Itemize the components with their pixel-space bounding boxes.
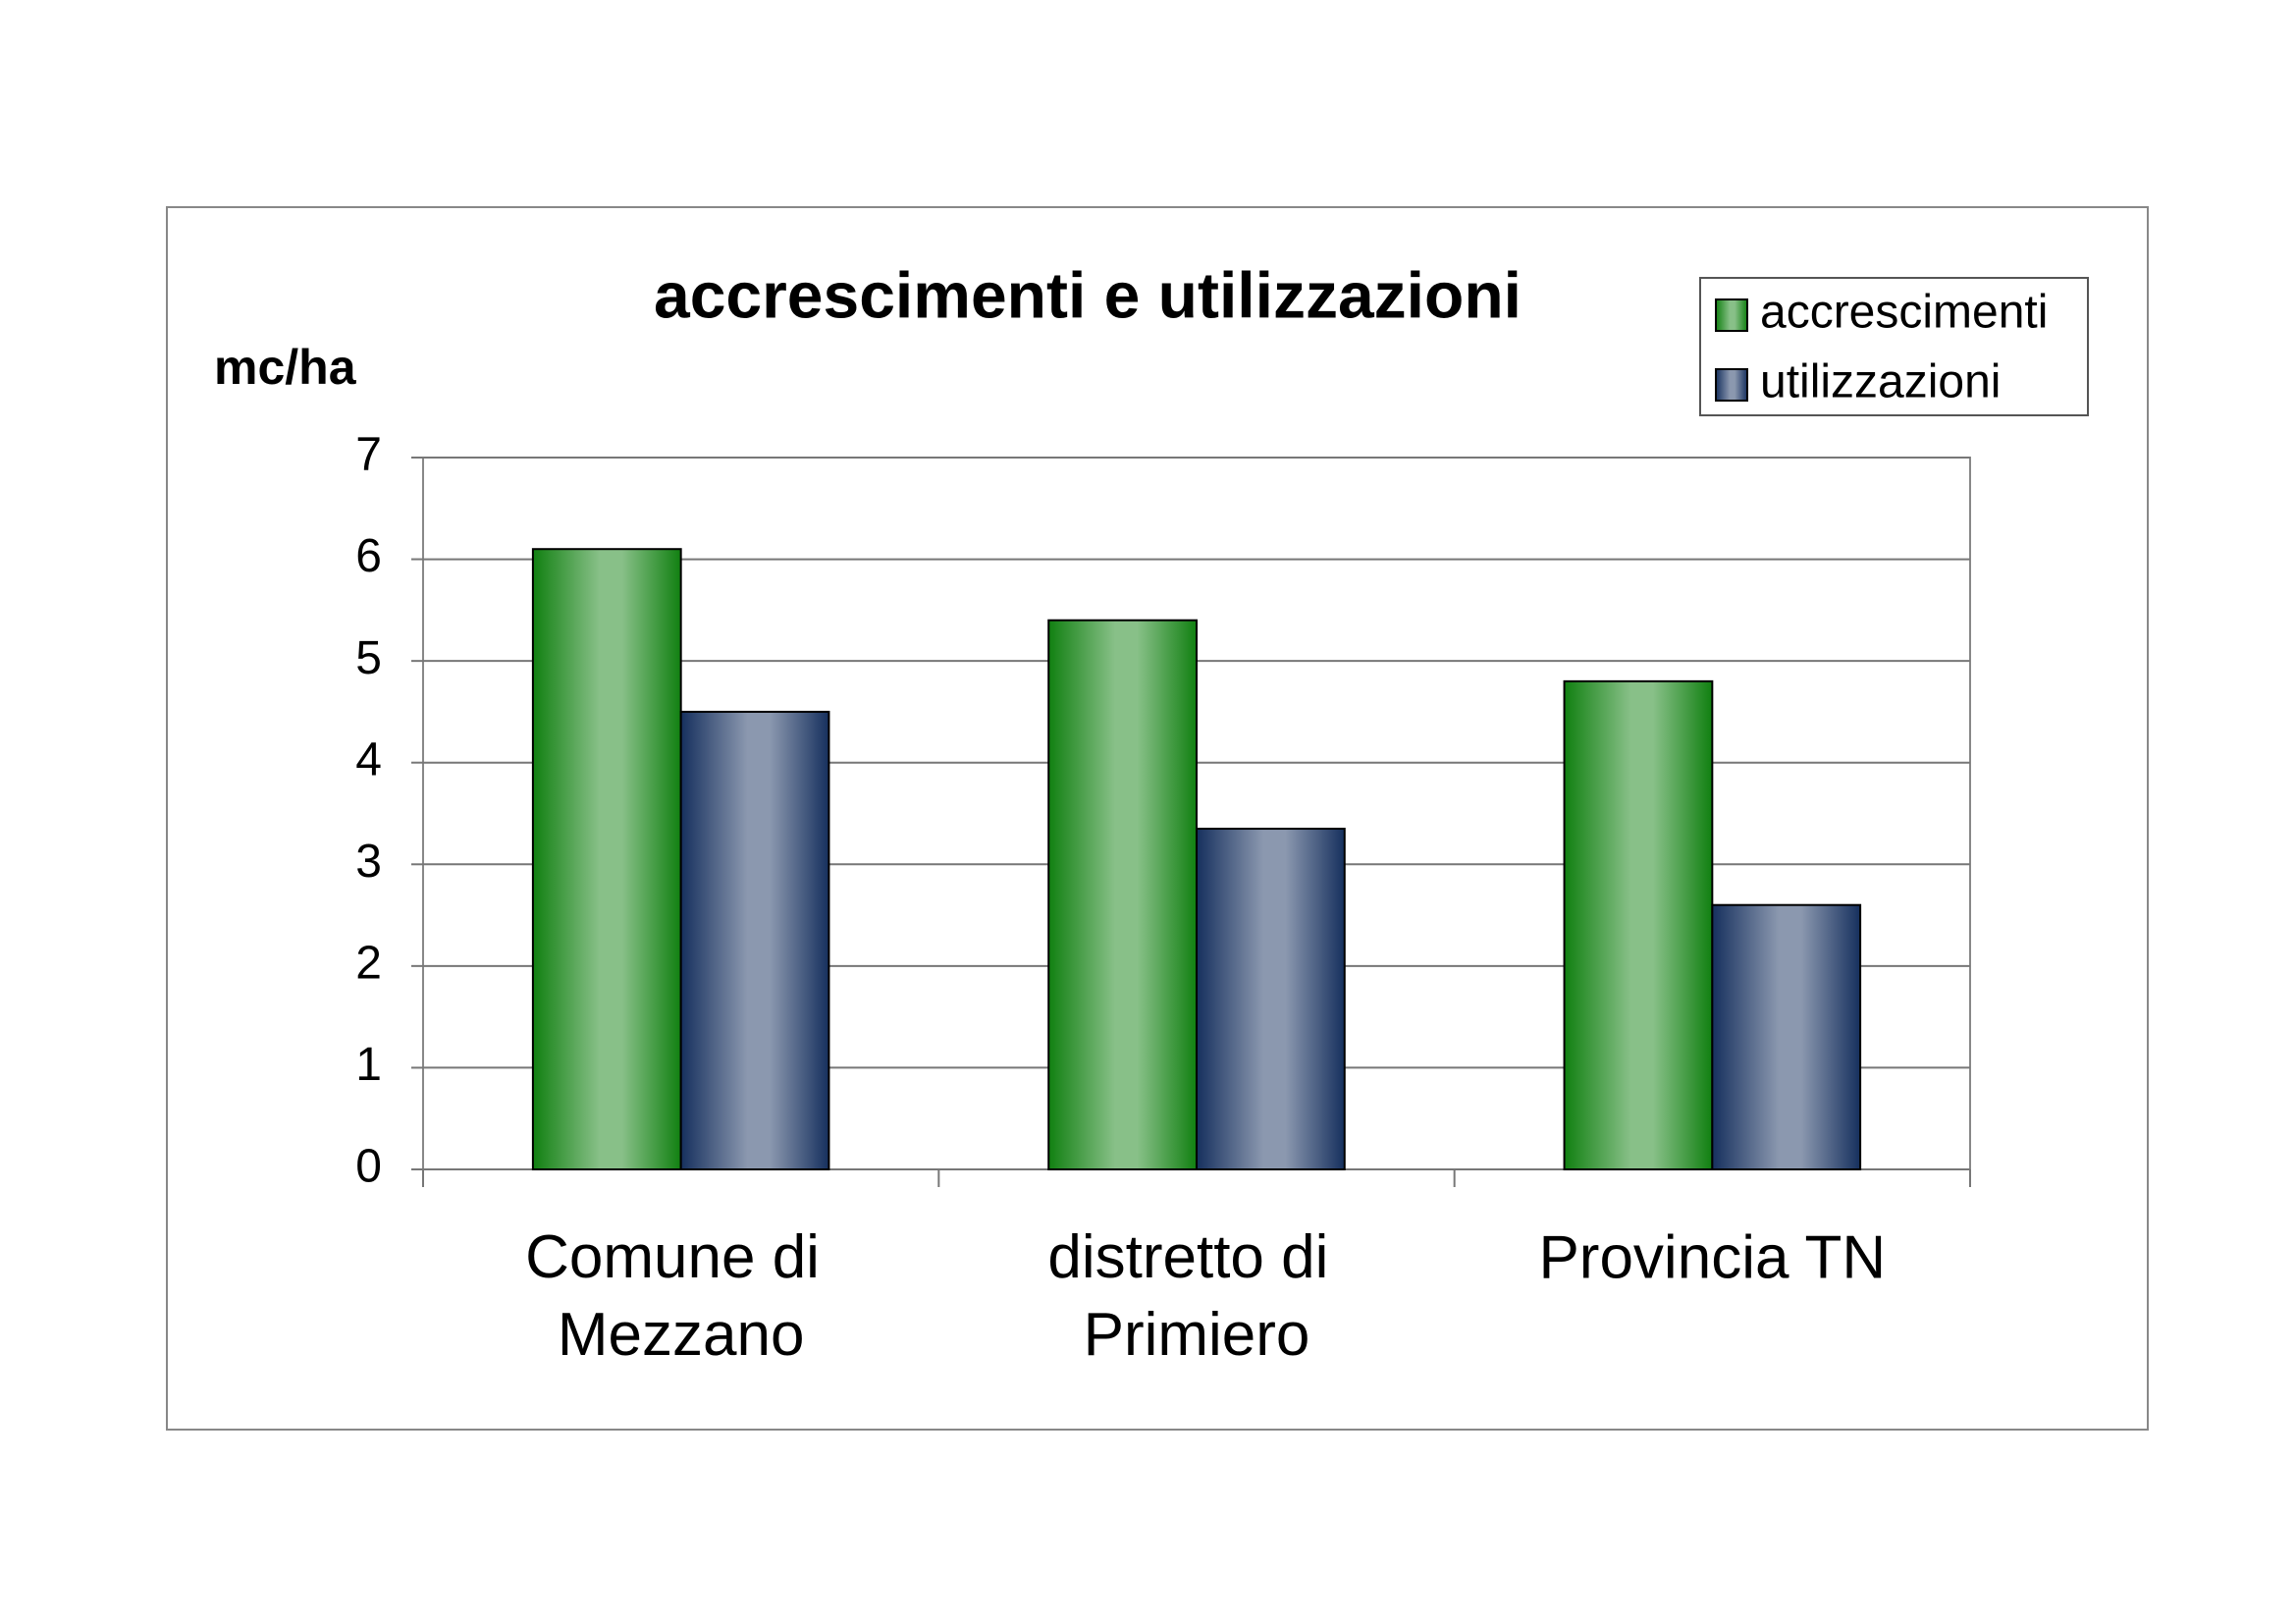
y-tick-label: 0	[355, 1141, 382, 1193]
y-tick-label: 4	[355, 733, 382, 785]
x-tick-label: distretto di Primiero	[1047, 1223, 1345, 1369]
legend-label: utilizzazioni	[1760, 356, 2001, 408]
y-tick-label: 7	[355, 429, 382, 481]
y-tick-label: 5	[355, 632, 382, 684]
legend-swatch	[1715, 298, 1748, 332]
bar	[679, 710, 830, 1171]
y-axis-label: mc/ha	[214, 340, 357, 395]
chart-title: accrescimenti e utilizzazioni	[654, 258, 1522, 331]
legend-swatch	[1715, 368, 1748, 402]
y-tick-label: 2	[355, 938, 382, 990]
bar	[1196, 828, 1346, 1170]
bar	[1711, 903, 1862, 1170]
y-tick-label: 1	[355, 1039, 382, 1091]
legend-label: accrescimenti	[1760, 287, 2048, 339]
x-tick-label: Comune di Mezzano	[525, 1223, 836, 1369]
bar	[531, 548, 682, 1170]
y-tick-label: 6	[355, 530, 382, 582]
bar	[1047, 619, 1199, 1170]
legend-box	[1699, 277, 2089, 416]
x-tick-label: Provincia TN	[1538, 1223, 1886, 1291]
bar	[1563, 679, 1714, 1170]
y-tick-label: 3	[355, 836, 382, 888]
